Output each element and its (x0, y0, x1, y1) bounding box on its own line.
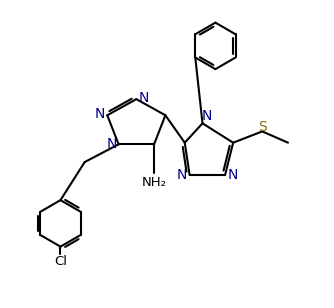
Text: N: N (176, 168, 187, 182)
Text: N: N (95, 107, 106, 121)
Text: N: N (138, 91, 149, 104)
Text: N: N (201, 109, 211, 123)
Text: Cl: Cl (54, 255, 67, 268)
Text: NH₂: NH₂ (142, 176, 167, 189)
Text: N: N (106, 137, 117, 151)
Text: N: N (228, 168, 238, 182)
Text: S: S (259, 120, 267, 134)
